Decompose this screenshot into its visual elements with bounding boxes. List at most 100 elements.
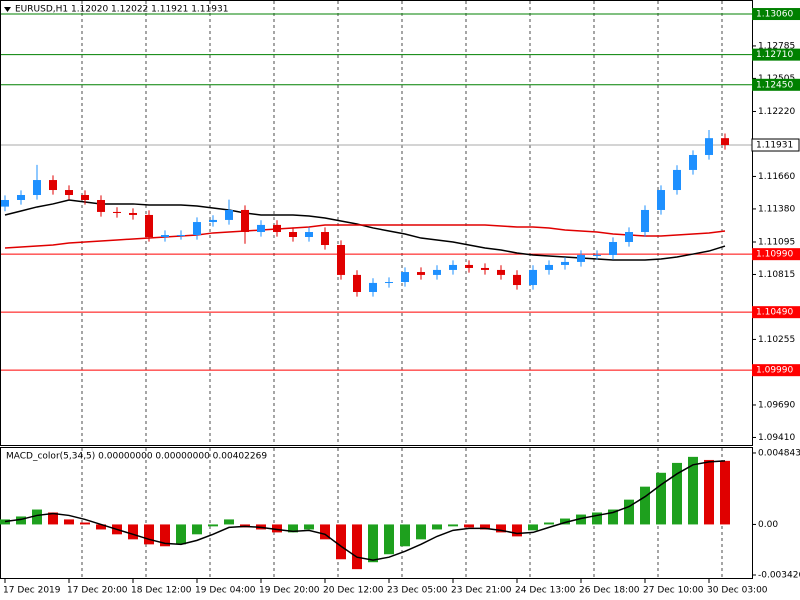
y-tick-label: 1.10255 bbox=[758, 335, 795, 345]
macd-bar bbox=[64, 519, 74, 525]
level-label: 1.12450 bbox=[756, 80, 793, 90]
macd-bar bbox=[416, 524, 426, 540]
candle-body bbox=[577, 254, 585, 262]
macd-title: MACD_color(5,34,5) 0.00000000 0.00000000… bbox=[6, 452, 267, 462]
candle-body bbox=[721, 138, 729, 146]
x-tick-label: 19 Dec 20:00 bbox=[259, 586, 320, 596]
macd-bar bbox=[208, 524, 218, 527]
candle-body bbox=[353, 274, 361, 292]
candle-body bbox=[593, 254, 601, 256]
candle-body bbox=[273, 224, 281, 233]
x-tick-label: 19 Dec 04:00 bbox=[195, 586, 256, 596]
candle-body bbox=[161, 235, 169, 238]
macd-bar bbox=[656, 472, 666, 525]
y-tick-label: 1.10815 bbox=[758, 270, 795, 280]
candle-body bbox=[673, 169, 681, 191]
candle-body bbox=[625, 232, 633, 242]
macd-bar bbox=[704, 459, 714, 525]
y-tick-label: 1.12220 bbox=[758, 107, 795, 117]
candle-body bbox=[529, 269, 537, 286]
macd-bar bbox=[96, 524, 106, 530]
y-tick-label: 0.0048432 bbox=[758, 448, 800, 458]
macd-bar bbox=[144, 524, 154, 545]
y-tick-label: 0.00 bbox=[758, 520, 778, 530]
y-tick-label: 1.09410 bbox=[758, 433, 795, 443]
candle-body bbox=[657, 190, 665, 210]
macd-bar bbox=[544, 522, 554, 525]
macd-bar bbox=[720, 460, 730, 525]
menu-triangle bbox=[4, 7, 11, 12]
x-tick-label: 17 Dec 2019 bbox=[3, 586, 61, 596]
candle-body bbox=[497, 269, 505, 275]
level-label: 1.10990 bbox=[756, 250, 793, 260]
level-label: 1.10490 bbox=[756, 308, 793, 318]
y-tick-label: 1.09690 bbox=[758, 400, 795, 410]
macd-bar bbox=[368, 524, 378, 563]
candle-body bbox=[385, 282, 393, 284]
macd-bar bbox=[448, 524, 458, 527]
candle-body bbox=[1, 199, 9, 207]
candle-body bbox=[17, 195, 25, 200]
level-label-box bbox=[752, 364, 800, 377]
candle-body bbox=[81, 195, 89, 200]
candle-body bbox=[545, 264, 553, 270]
level-label-box bbox=[752, 248, 800, 261]
macd-bar bbox=[672, 462, 682, 525]
macd-bar bbox=[176, 524, 186, 545]
candle-body bbox=[705, 138, 713, 155]
candle-body bbox=[97, 199, 105, 212]
chart-title: EURUSD,H1 1.12020 1.12022 1.11921 1.1193… bbox=[15, 5, 228, 15]
macd-bar bbox=[128, 524, 138, 540]
macd-bar bbox=[496, 524, 506, 533]
macd-bar bbox=[16, 516, 26, 525]
macd-bar bbox=[304, 524, 314, 530]
candle-body bbox=[465, 264, 473, 268]
candle-body bbox=[689, 154, 697, 170]
level-label-box bbox=[752, 306, 800, 319]
macd-bar bbox=[288, 524, 298, 533]
y-tick-label: -0.003426 bbox=[758, 570, 800, 580]
macd-bar bbox=[432, 524, 442, 530]
x-tick-label: 30 Dec 03:00 bbox=[707, 586, 768, 596]
candle-body bbox=[145, 214, 153, 238]
candle-body bbox=[177, 235, 185, 237]
candle-body bbox=[113, 211, 121, 213]
y-tick-label: 1.11095 bbox=[758, 237, 795, 247]
macd-bar bbox=[464, 524, 474, 528]
level-label: 1.09990 bbox=[756, 366, 793, 376]
signal-line bbox=[4, 460, 726, 561]
macd-bar bbox=[384, 524, 394, 555]
macd-bar bbox=[160, 524, 170, 547]
level-label: 1.13060 bbox=[756, 10, 793, 20]
candle-body bbox=[433, 269, 441, 275]
candle-body bbox=[481, 267, 489, 270]
macd-bar bbox=[528, 524, 538, 531]
candle-body bbox=[641, 209, 649, 233]
level-label-box bbox=[752, 48, 800, 61]
candle-body bbox=[321, 232, 329, 246]
candle-body bbox=[129, 212, 137, 215]
level-label: 1.12710 bbox=[756, 50, 793, 60]
macd-bar bbox=[512, 524, 522, 537]
candle-body bbox=[65, 190, 73, 196]
macd-bar bbox=[688, 456, 698, 525]
current-price-box bbox=[751, 138, 800, 152]
candle-body bbox=[225, 209, 233, 220]
macd-bar bbox=[576, 514, 586, 525]
macd-bar bbox=[480, 524, 490, 530]
x-tick-label: 17 Dec 20:00 bbox=[67, 586, 128, 596]
x-tick-label: 23 Dec 05:00 bbox=[387, 586, 448, 596]
macd-bar bbox=[592, 512, 602, 525]
moving-average bbox=[4, 224, 726, 249]
macd-bar bbox=[32, 509, 42, 525]
candle-body bbox=[49, 180, 57, 191]
macd-bar bbox=[320, 524, 330, 540]
candle-body bbox=[209, 219, 217, 223]
candle-body bbox=[417, 272, 425, 275]
candle-body bbox=[289, 232, 297, 238]
macd-bar bbox=[0, 519, 10, 525]
moving-average bbox=[4, 199, 726, 261]
x-tick-label: 20 Dec 12:00 bbox=[323, 586, 384, 596]
macd-bar bbox=[192, 524, 202, 535]
